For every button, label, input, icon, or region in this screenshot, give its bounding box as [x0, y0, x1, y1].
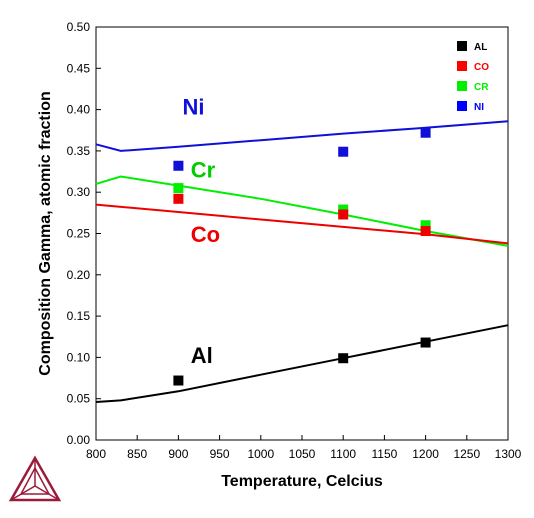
data-point-al [173, 375, 184, 386]
thermo-calc-logo-icon [8, 455, 62, 502]
data-point-co [420, 226, 431, 237]
data-point-ni [420, 127, 431, 138]
y-tick-label: 0.00 [67, 433, 91, 447]
x-tick-label: 1300 [495, 447, 522, 461]
series-annotation-al: Al [191, 343, 213, 368]
series-line-al [95, 324, 509, 403]
y-tick-label: 0.20 [67, 268, 91, 282]
series-annotations: Ni Cr Co Al [183, 95, 221, 369]
x-tick-label: 1100 [330, 447, 356, 461]
legend-swatch-al [457, 41, 467, 51]
y-axis-label: Composition Gamma, atomic fraction [37, 91, 54, 375]
legend-label-cr: CR [474, 82, 489, 93]
x-tick-label: 1200 [412, 447, 439, 461]
y-tick-label: 0.25 [67, 227, 91, 241]
legend-label-ni: NI [474, 102, 484, 113]
tick-labels: 800 850 900 950 1000 1050 1100 1150 1200 1250 1300… [67, 20, 522, 461]
x-tick-label: 1250 [453, 447, 480, 461]
data-point-al [420, 337, 431, 348]
series-line-cr [95, 175, 509, 247]
y-tick-label: 0.30 [67, 185, 91, 199]
legend-swatch-cr [457, 81, 467, 91]
data-point-co [173, 193, 184, 204]
data-point-ni [173, 160, 184, 171]
x-tick-label: 800 [86, 447, 106, 461]
legend-label-al: AL [474, 42, 487, 53]
data-point-co [338, 209, 349, 220]
legend-label-co: CO [474, 62, 489, 73]
plot-border [95, 26, 509, 441]
series-annotation-co: Co [191, 222, 220, 247]
series-annotation-cr: Cr [191, 157, 216, 182]
x-tick-label: 950 [210, 447, 230, 461]
y-tick-label: 0.50 [67, 20, 91, 34]
x-tick-label: 850 [127, 447, 147, 461]
data-point-al [338, 353, 349, 364]
y-tick-label: 0.35 [67, 144, 91, 158]
x-tick-label: 1050 [289, 447, 316, 461]
legend-swatch-co [457, 61, 467, 71]
data-point-cr [420, 220, 431, 231]
x-tick-label: 1000 [247, 447, 274, 461]
series-line-ni [95, 120, 509, 152]
plot-frame [95, 26, 509, 441]
data-point-cr [173, 183, 184, 194]
series-points [173, 127, 431, 386]
y-tick-label: 0.45 [67, 61, 91, 75]
y-tick-label: 0.05 [67, 392, 91, 406]
series-lines [95, 120, 509, 403]
y-tick-label: 0.10 [67, 350, 91, 364]
series-line-co [95, 203, 509, 245]
legend: AL CO CR NI [457, 41, 489, 113]
data-point-ni [338, 146, 349, 157]
x-tick-label: 900 [168, 447, 188, 461]
x-tick-label: 1150 [371, 447, 397, 461]
legend-swatch-ni [457, 101, 467, 111]
series-annotation-ni: Ni [183, 95, 205, 120]
y-tick-label: 0.15 [67, 309, 91, 323]
x-axis-label: Temperature, Celcius [221, 473, 383, 490]
y-tick-label: 0.40 [67, 103, 91, 117]
